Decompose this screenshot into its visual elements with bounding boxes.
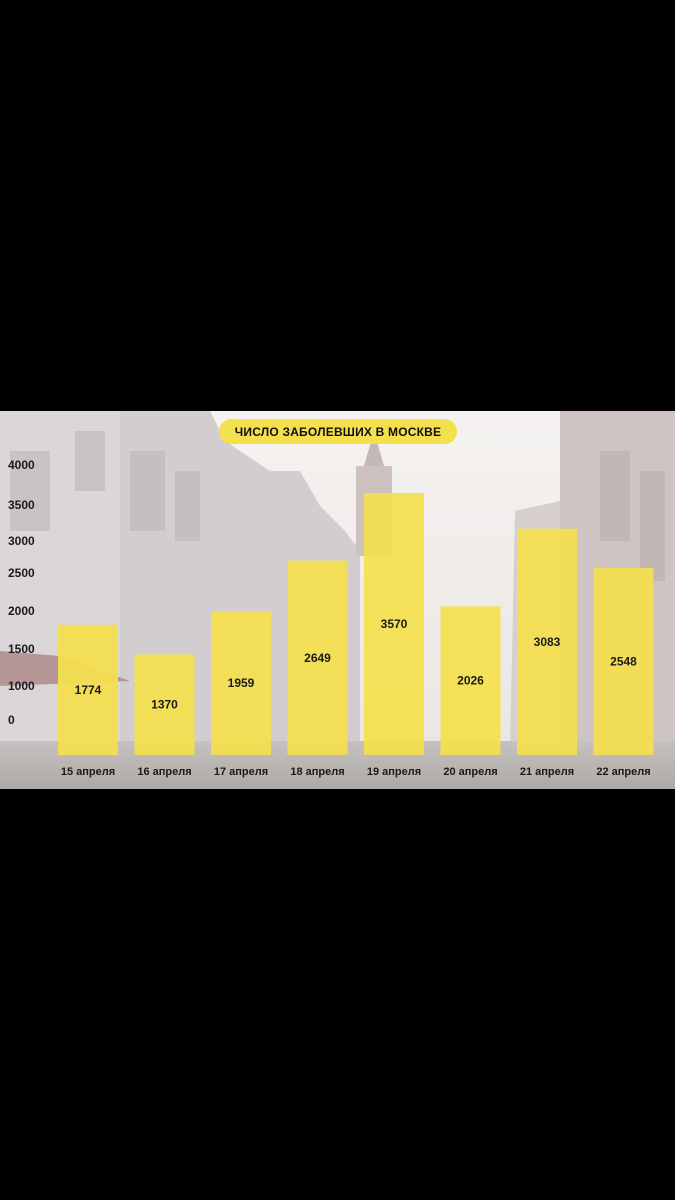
y-tick-label: 3000 [8,534,35,548]
bar-2 [134,654,195,755]
x-category-label: 20 апреля [443,766,497,778]
chart-title: ЧИСЛО ЗАБОЛЕВШИХ В МОСКВЕ [219,419,457,444]
x-category-label: 18 апреля [290,766,344,778]
bar-chart: 4000 3500 3000 2500 2000 1500 1000 0 1774 15 апре… [8,458,654,778]
bar-value-label: 1774 [75,683,102,697]
x-category-label: 17 апреля [214,766,268,778]
bar-value-label: 1370 [151,698,178,712]
chart-image: ЧИСЛО ЗАБОЛЕВШИХ В МОСКВЕ 4000 3500 3000 25… [0,411,675,789]
bar-6 [440,606,501,755]
y-tick-label: 2000 [8,604,35,618]
bar-5 [364,493,424,755]
x-category-label: 22 апреля [596,766,650,778]
bar-4 [287,560,348,755]
bar-3 [211,611,271,755]
y-tick-label: 1000 [8,679,35,693]
bar-8 [593,568,654,755]
y-tick-label: 1500 [8,642,35,656]
bar-value-label: 3570 [381,617,408,631]
bar-value-label: 2649 [304,651,331,665]
bar-value-label: 2548 [610,655,637,669]
bar-value-label: 3083 [534,635,561,649]
y-tick-label: 2500 [8,566,35,580]
bar-value-label: 2026 [457,674,484,688]
bar-value-label: 1959 [228,676,255,690]
x-category-label: 19 апреля [367,766,421,778]
x-category-label: 21 апреля [520,766,574,778]
x-category-label: 16 апреля [137,766,191,778]
y-tick-label: 4000 [8,458,35,472]
y-tick-label: 3500 [8,498,35,512]
y-tick-label: 0 [8,713,15,727]
bar-7 [517,528,577,755]
bar-1 [58,624,118,755]
x-category-label: 15 апреля [61,766,115,778]
